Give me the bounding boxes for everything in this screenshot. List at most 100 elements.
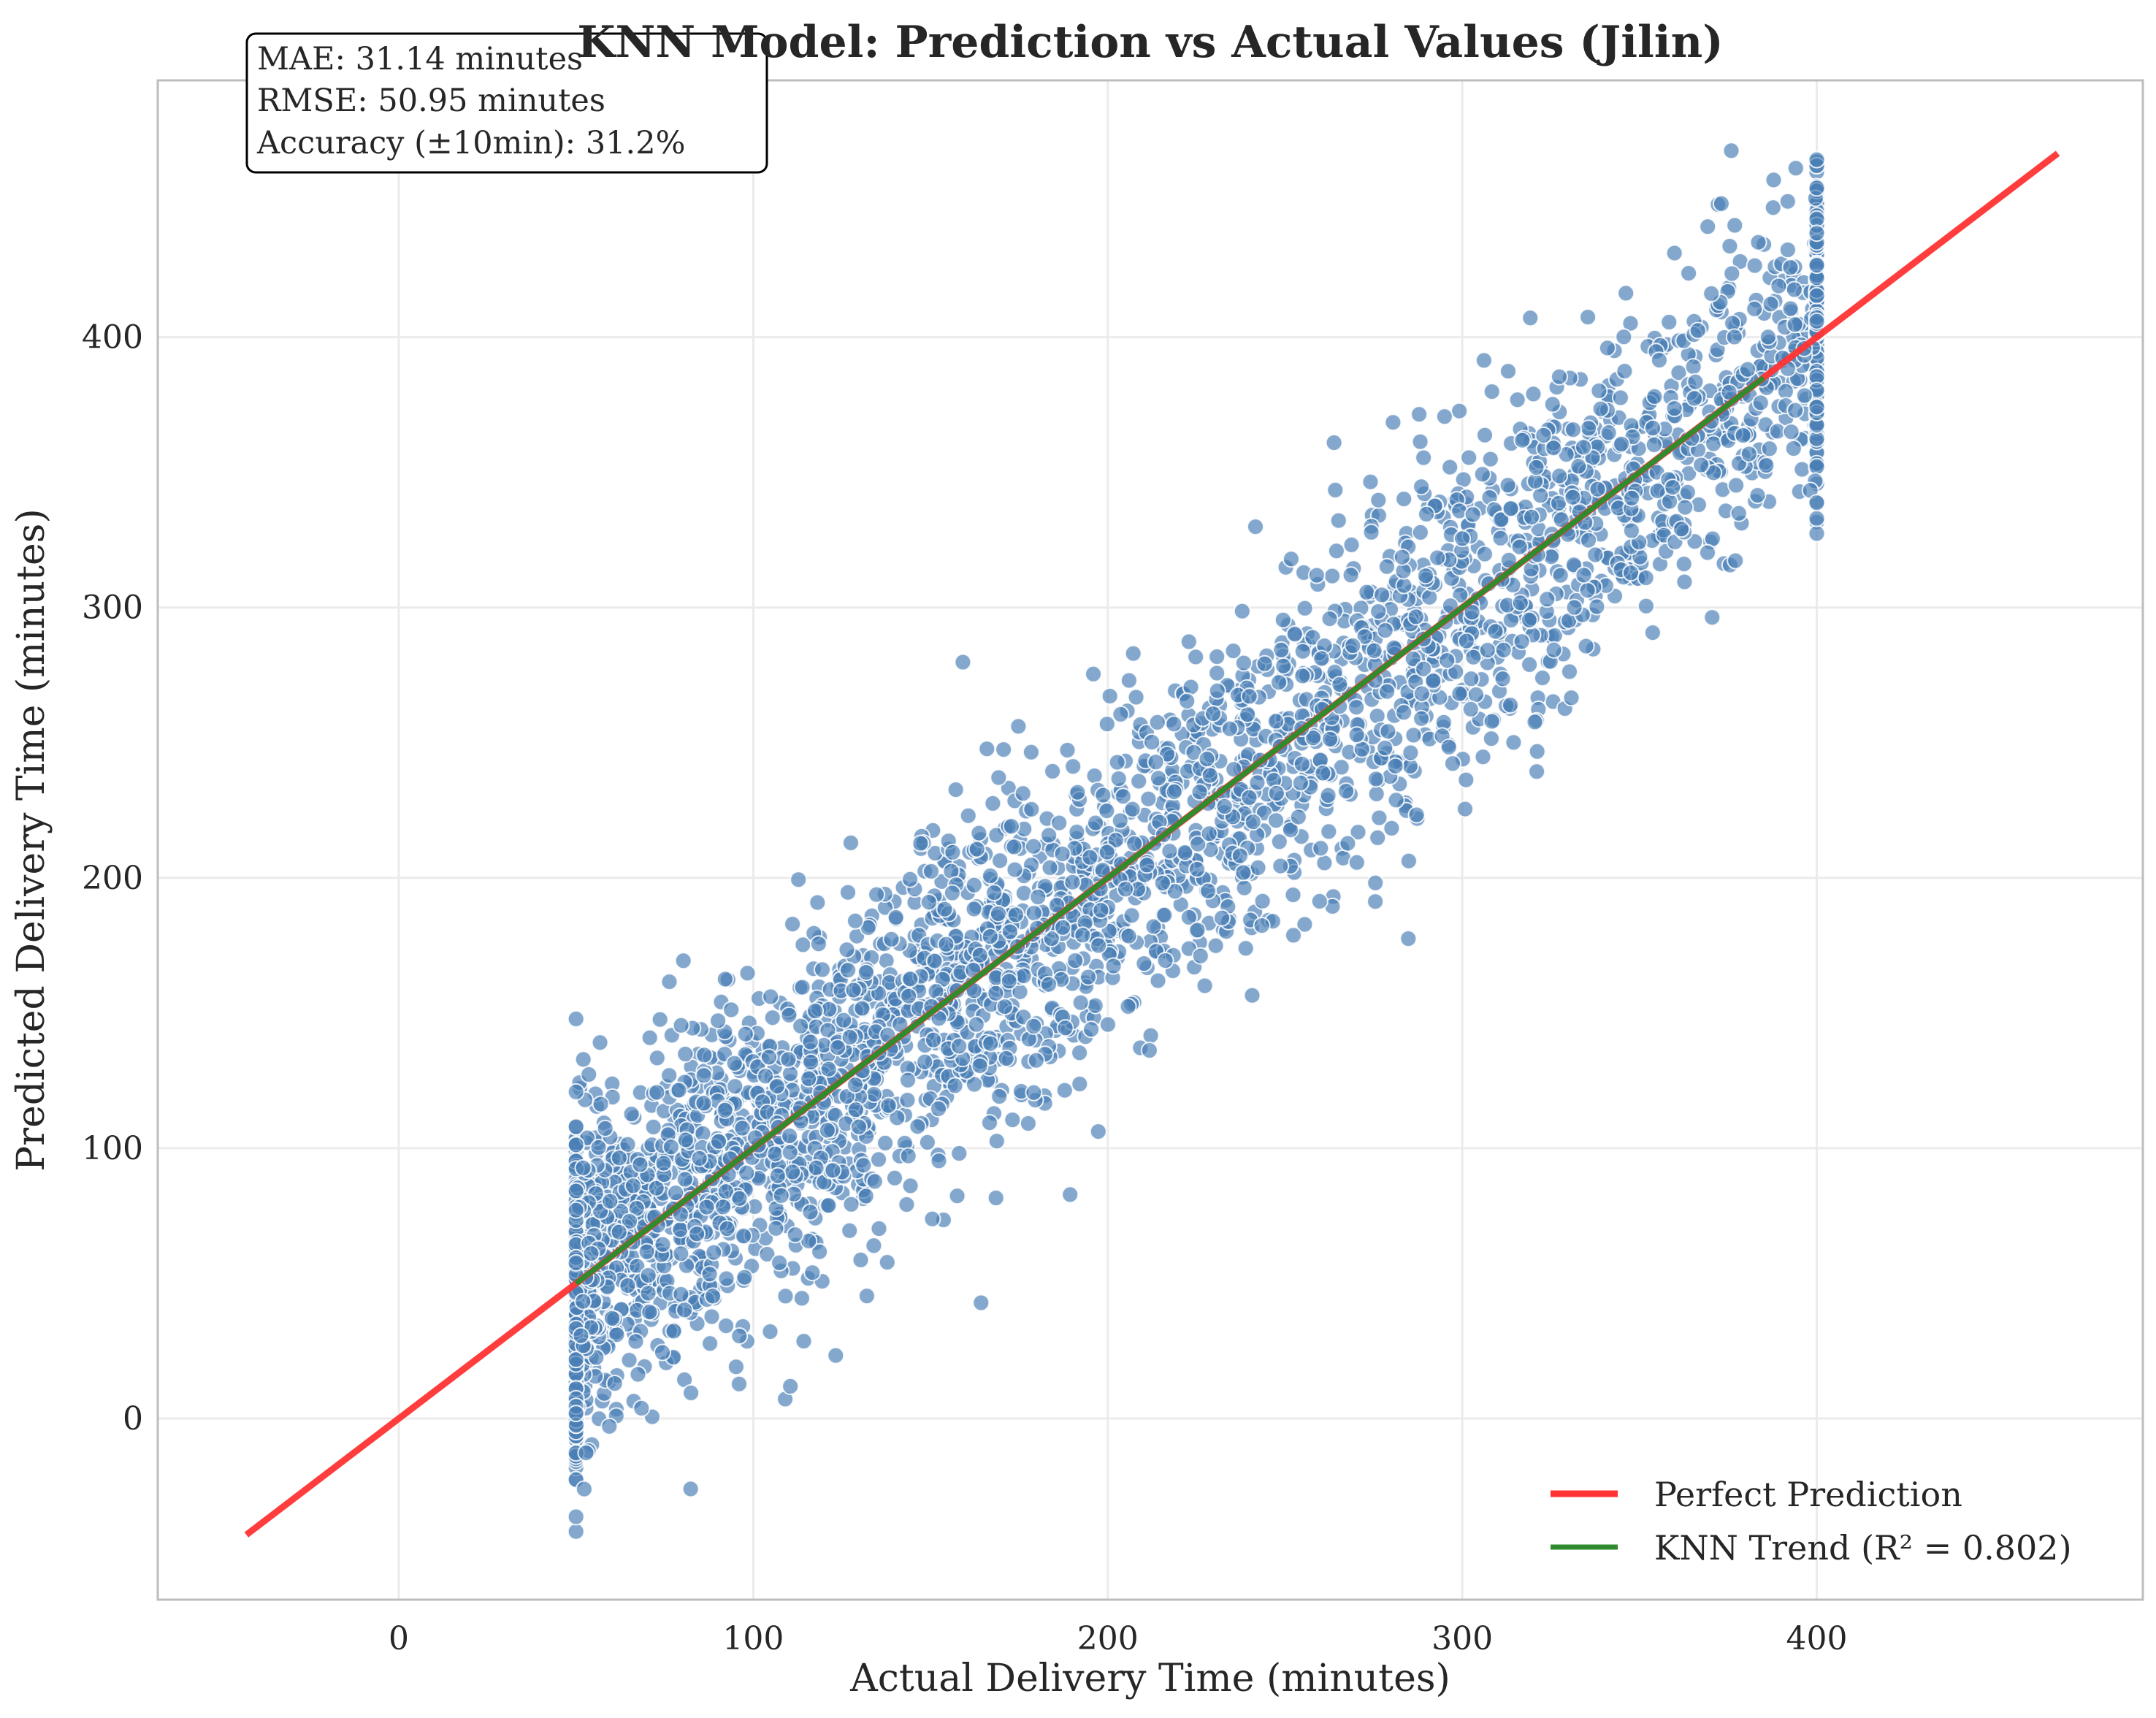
scatter-point — [1808, 312, 1826, 330]
scatter-point — [1615, 328, 1633, 346]
scatter-point — [1786, 316, 1804, 334]
scatter-point — [1208, 682, 1226, 700]
scatter-point — [1081, 848, 1099, 866]
scatter-point — [1561, 663, 1578, 681]
scatter-point — [1044, 762, 1062, 780]
scatter-point — [967, 1015, 985, 1034]
metric-mae: MAE: 31.14 minutes — [257, 41, 583, 77]
scatter-point — [780, 1006, 798, 1024]
scatter-point — [795, 1332, 813, 1351]
x-tick-label: 100 — [722, 1620, 784, 1657]
scatter-point — [870, 1150, 887, 1169]
scatter-point — [925, 952, 944, 970]
scatter-point — [981, 928, 999, 946]
scatter-point — [811, 1242, 829, 1261]
scatter-point — [1808, 494, 1826, 512]
scatter-point — [1366, 874, 1385, 892]
scatter-point — [1098, 843, 1116, 861]
scatter-point — [1022, 743, 1040, 761]
scatter-point — [1064, 757, 1082, 776]
scatter-point — [1551, 367, 1568, 386]
scatter-point — [1670, 364, 1688, 382]
scatter-point — [1247, 518, 1264, 536]
scatter-point — [654, 1343, 671, 1362]
scatter-point — [1125, 835, 1144, 852]
scatter-point — [624, 1177, 642, 1195]
scatter-point — [621, 1212, 639, 1230]
scatter-point — [819, 1196, 838, 1215]
scatter-point — [1494, 641, 1513, 659]
scatter-point — [1098, 1015, 1117, 1034]
scatter-point — [676, 1045, 695, 1063]
scatter-point — [1120, 927, 1138, 945]
scatter-point — [1722, 142, 1740, 160]
scatter-point — [1528, 742, 1546, 760]
scatter-point — [1282, 821, 1299, 839]
scatter-point — [1307, 566, 1326, 584]
scatter-point — [886, 1169, 903, 1187]
scatter-point — [1296, 599, 1314, 617]
scatter-point — [1231, 847, 1249, 865]
scatter-point — [1117, 880, 1134, 898]
scatter-point — [1130, 772, 1148, 790]
scatter-point — [838, 941, 856, 959]
scatter-point — [1068, 823, 1086, 841]
scatter-point — [916, 1053, 934, 1071]
scatter-point — [757, 1067, 775, 1085]
scatter-point — [1474, 748, 1492, 766]
scatter-point — [1457, 632, 1475, 650]
scatter-point — [1580, 531, 1597, 549]
scatter-point — [738, 1164, 756, 1182]
scatter-point — [592, 1095, 610, 1113]
scatter-point — [1664, 478, 1682, 497]
metrics-box: MAE: 31.14 minutes RMSE: 50.95 minutes A… — [245, 32, 768, 174]
scatter-point — [1085, 767, 1104, 785]
scatter-point — [995, 741, 1013, 759]
scatter-point — [814, 961, 831, 979]
metric-rmse: RMSE: 50.95 minutes — [257, 83, 605, 119]
scatter-point — [580, 1066, 598, 1083]
scatter-point — [819, 1060, 838, 1078]
scatter-point — [670, 1081, 688, 1099]
scatter-point — [682, 1383, 700, 1402]
scatter-point — [1270, 673, 1288, 692]
y-tick-label: 200 — [82, 860, 143, 897]
scatter-point — [1090, 936, 1108, 955]
scatter-point — [937, 935, 955, 953]
scatter-point — [1014, 784, 1032, 803]
scatter-point — [1274, 657, 1293, 675]
scatter-point — [1808, 524, 1826, 543]
scatter-point — [1387, 791, 1405, 809]
scatter-point — [648, 1083, 666, 1102]
scatter-point — [1235, 879, 1253, 897]
scatter-point — [1483, 383, 1501, 401]
scatter-point — [1590, 382, 1608, 400]
scatter-point — [954, 653, 972, 671]
scatter-point — [1686, 373, 1705, 391]
scatter-point — [888, 1109, 906, 1127]
scatter-point — [735, 1227, 752, 1245]
scatter-point — [922, 862, 940, 880]
scatter-point — [1379, 722, 1397, 741]
scatter-point — [1765, 171, 1783, 189]
scatter-point — [768, 1077, 786, 1095]
scatter-point — [1781, 299, 1800, 318]
scatter-point — [1692, 456, 1710, 474]
scatter-point — [985, 884, 1004, 902]
scatter-point — [1395, 490, 1413, 508]
scatter-point — [1019, 1115, 1037, 1132]
scatter-point — [1200, 825, 1218, 843]
scatter-point — [1199, 882, 1217, 900]
scatter-point — [1808, 509, 1826, 527]
scatter-point — [1415, 660, 1433, 678]
scatter-point — [930, 1099, 947, 1118]
scatter-point — [722, 1001, 741, 1019]
scatter-point — [1240, 687, 1258, 706]
scatter-point — [1782, 423, 1800, 441]
scatter-point — [1740, 445, 1758, 463]
scatter-point — [800, 1069, 818, 1088]
scatter-point — [688, 1225, 706, 1243]
scatter-point — [1366, 893, 1385, 911]
metrics-box-frame — [245, 32, 768, 174]
scatter-point — [846, 1076, 864, 1094]
